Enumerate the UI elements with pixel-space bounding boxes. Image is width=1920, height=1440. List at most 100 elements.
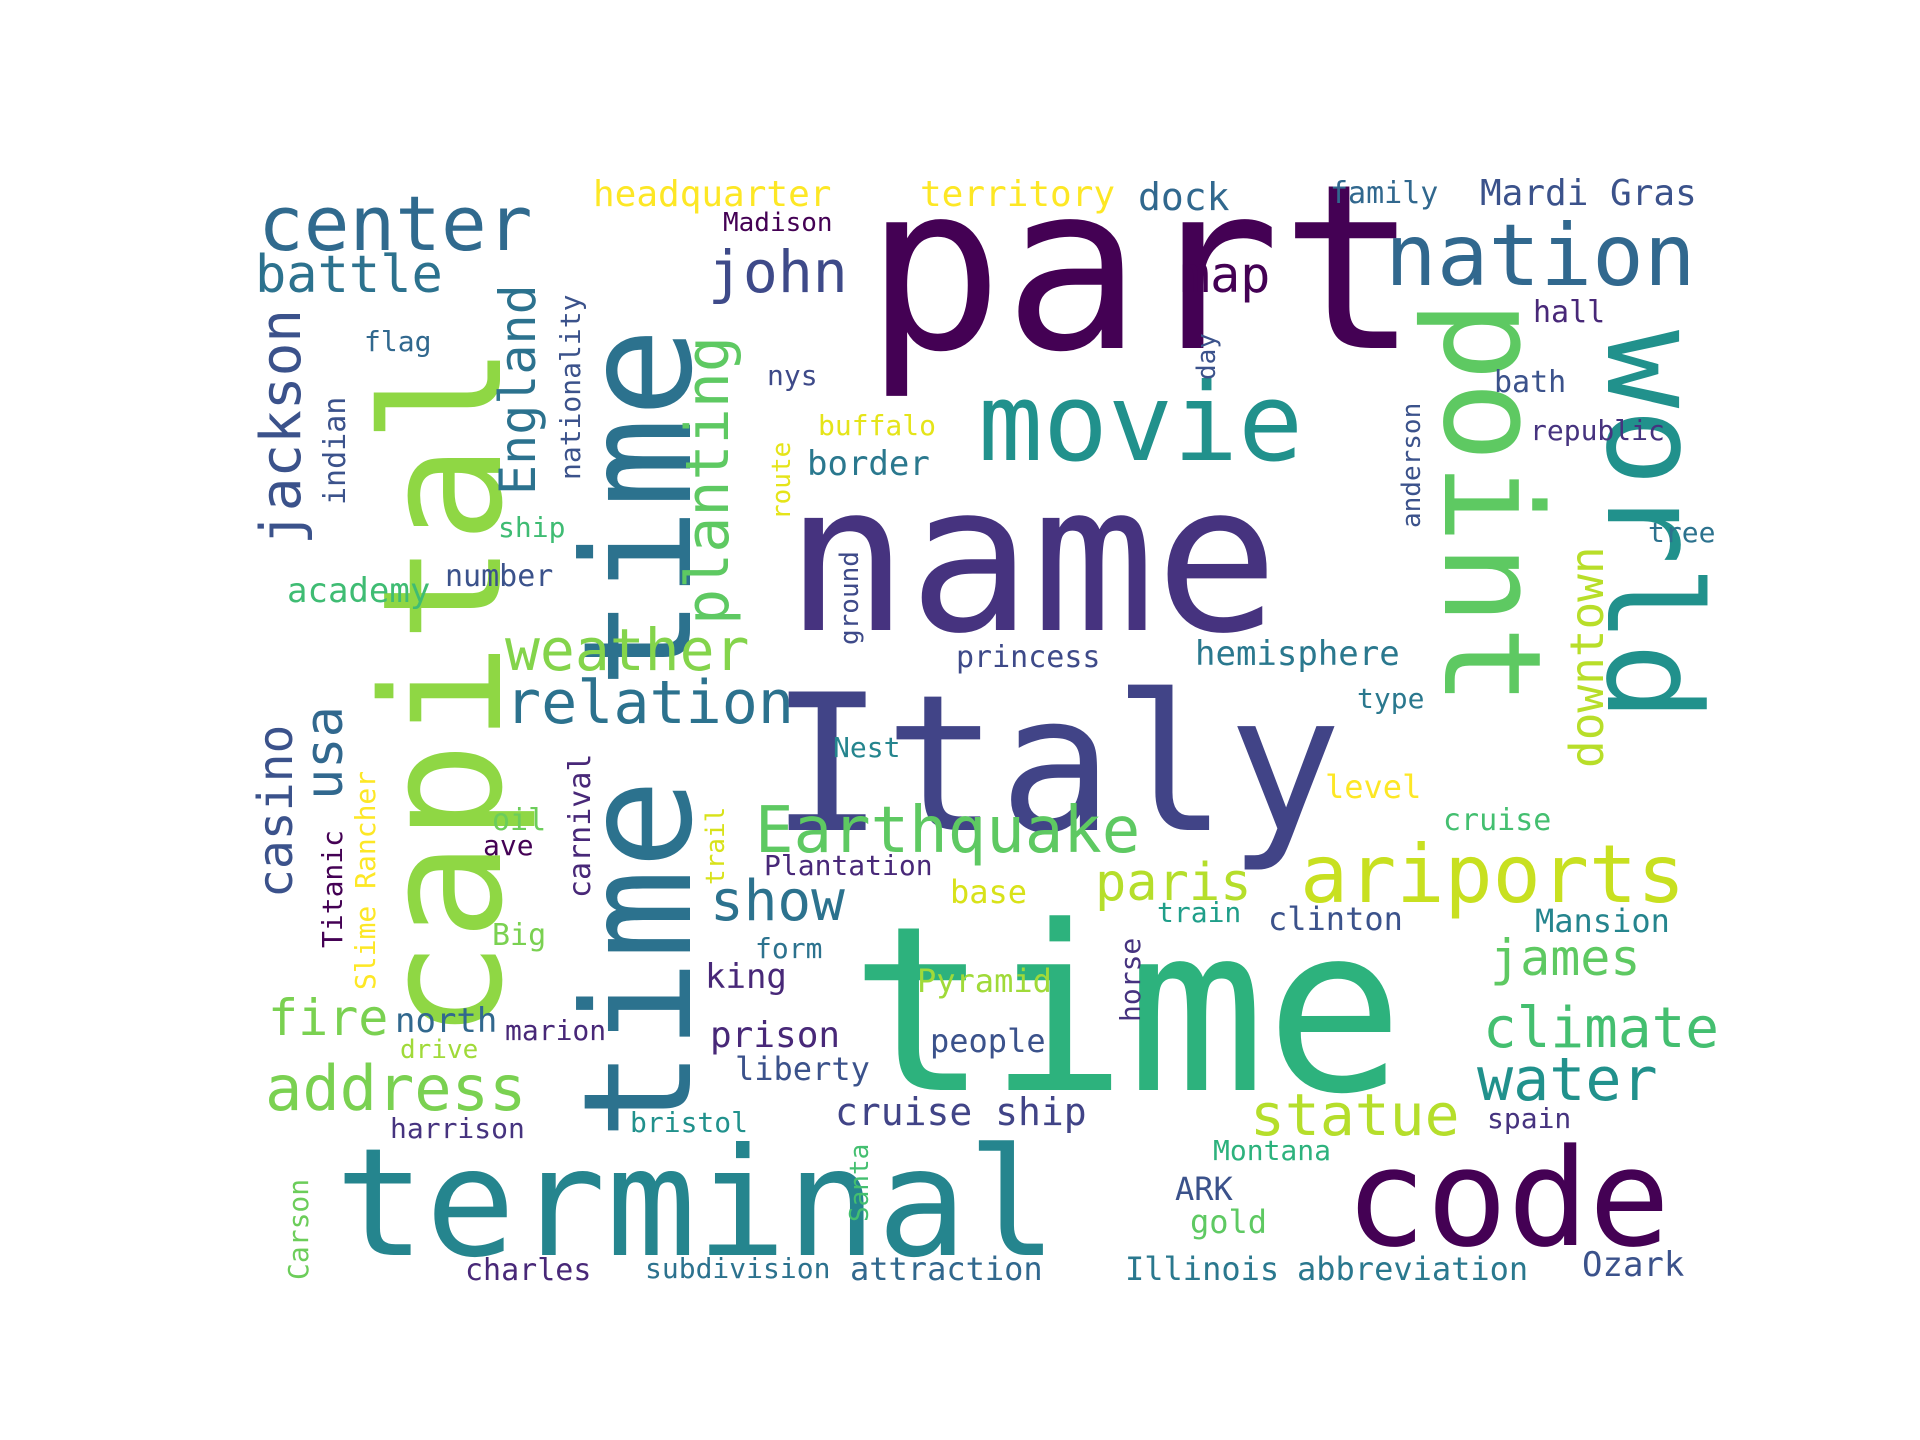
word-name: name [785,441,1279,679]
word-ozark: Ozark [1582,1245,1684,1285]
word-trail: trail [701,807,731,885]
word-marion: marion [505,1014,606,1047]
word-italy: Italy [770,654,1342,875]
word-ark: ARK [1175,1170,1234,1208]
word-map: map [1180,246,1270,304]
word-flag: flag [364,325,431,358]
word-anderson: anderson [1397,403,1427,528]
word-buffalo: buffalo [818,409,936,442]
word-capital: capital [347,345,539,1040]
word-madison: Madison [723,208,833,238]
word-code: code [1345,1120,1670,1277]
word-mardi-gras: Mardi Gras [1480,173,1697,214]
word-king: king [705,957,787,997]
word-territory: territory [920,174,1115,215]
word-carson: Carson [282,1179,315,1280]
word-pyramid: Pyramid [917,962,1052,1000]
word-address: address [265,1052,526,1125]
word-slime-rancher: Slime Rancher [349,771,382,990]
word-subdivision: subdivision [645,1252,830,1285]
word-jackson: jackson [249,309,314,545]
word-day: day [1192,333,1222,380]
word-earthquake: Earthquake [755,794,1140,868]
word-ground: ground [835,551,865,645]
word-train: train [1157,896,1241,929]
word-base: base [950,873,1027,911]
word-cruise-ship: cruise ship [835,1090,1087,1134]
word-mansion: Mansion [1535,902,1670,940]
word-center: center [258,179,533,268]
word-paris: paris [1095,853,1252,913]
word-liberty: liberty [735,1050,870,1088]
word-part: part [865,136,1419,403]
word-attraction: attraction [850,1250,1043,1288]
word-show: show [710,869,845,934]
word-indian: indian [318,397,353,505]
word-carnival: carnival [563,754,598,899]
word-statue: statue [1250,1081,1460,1149]
word-hemisphere: hemisphere [1195,634,1400,674]
word-planting: planting [673,336,743,625]
word-climate: climate [1483,996,1719,1061]
word-james: james [1490,929,1641,987]
word-battle: battle [255,245,443,305]
word-drive: drive [400,1035,478,1065]
word-dock: dock [1138,175,1230,219]
word-republic: republic [1530,414,1665,447]
word-downtown: downtown [1560,546,1614,768]
word-spain: spain [1487,1102,1571,1135]
word-big: Big [492,918,546,953]
word-form: form [755,932,822,965]
word-number: number [445,559,553,594]
word-hall: hall [1533,295,1605,330]
word-family: family [1330,176,1438,211]
word-princess: princess [956,640,1101,675]
word-horse: horse [1114,938,1147,1022]
word-harrison: harrison [390,1112,525,1145]
word-nest: Nest [833,731,900,764]
word-santa: Santa [845,1144,875,1222]
word-water: water [1477,1045,1658,1115]
word-north: north [395,1001,497,1041]
word-plantation: Plantation [764,849,933,882]
word-john: john [708,238,848,306]
word-nys: nys [767,359,818,392]
word-england: England [489,284,547,495]
word-clinton: clinton [1268,900,1403,938]
word-world: world [1577,330,1729,721]
word-level: level [1325,768,1421,806]
word-tree: tree [1648,516,1715,549]
word-nation: nation [1385,206,1696,306]
word-fire: fire [268,989,388,1047]
word-route: route [767,442,797,520]
word-montana: Montana [1213,1134,1331,1167]
word-illinois: Illinois [1125,1250,1279,1288]
word-charles: charles [465,1253,591,1288]
word-relation: relation [505,668,794,738]
word-titanic: Titanic [316,830,349,948]
word-time-time: time time [552,327,726,1140]
word-oil: oil [492,803,546,838]
word-academy: academy [287,571,430,611]
word-terminal: terminal [335,1117,1057,1291]
word-headquarter: headquarter [593,174,831,215]
word-casino: casino [248,725,304,898]
word-usa: usa [295,706,355,800]
word-people: people [930,1022,1046,1060]
word-gold: gold [1190,1203,1267,1241]
word-ship: ship [498,511,565,544]
word-bristol: bristol [630,1106,748,1139]
word-border: border [807,444,930,484]
word-weather: weather [505,616,749,684]
word-abbreviation: abbreviation [1297,1250,1528,1288]
word-point: point [1413,300,1570,706]
word-movie: movie [978,361,1303,486]
word-type: type [1357,682,1424,715]
word-bath: bath [1494,365,1566,400]
word-cruise: cruise [1443,803,1551,838]
word-nationality: nationality [554,295,587,480]
word-time: time [850,878,1404,1145]
word-ariports: ariports [1300,828,1685,921]
word-ave: ave [483,829,534,862]
